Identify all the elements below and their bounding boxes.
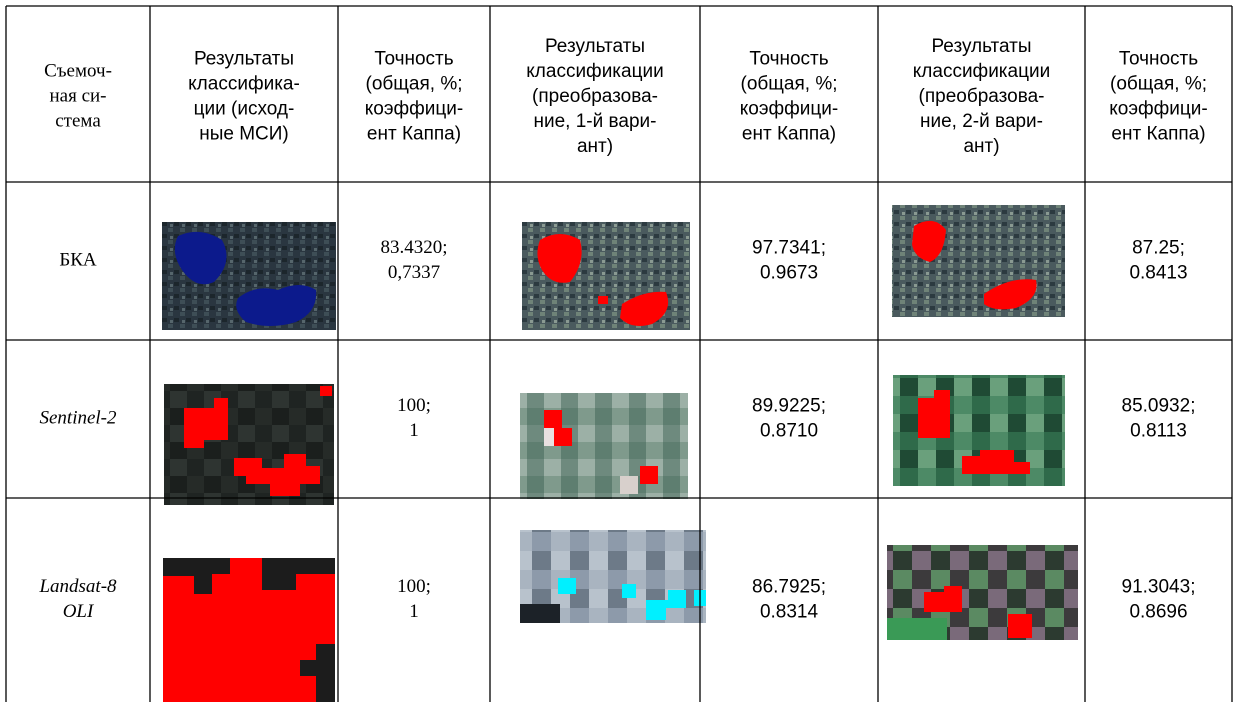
image-sentinel-original (164, 384, 334, 505)
header-cell-line: ант) (963, 136, 999, 157)
header-cell-line: (общая, %; (1110, 74, 1207, 95)
accuracy-value: 0.9673 (760, 263, 818, 284)
header-cell-line: ент Каппа) (367, 124, 461, 145)
image-bka-variant-2 (892, 205, 1065, 317)
header-cell-line: коэффици- (740, 99, 839, 120)
header-cell-line: ние, 2-й вари- (920, 111, 1043, 132)
image-landsat-original (163, 558, 335, 702)
accuracy-value: 100; (397, 395, 431, 416)
header-cell-line: стема (55, 110, 101, 131)
header-cell-line: ент Каппа) (742, 124, 836, 145)
header-cell-line: ная си- (49, 85, 106, 106)
image-landsat-variant-2 (887, 545, 1078, 640)
accuracy-value: 0.8113 (1130, 421, 1187, 442)
header-cell-line: Результаты (931, 36, 1031, 57)
header-cell-line: Точность (374, 49, 453, 70)
accuracy-value: 1 (409, 601, 419, 622)
image-sentinel-variant-2 (893, 375, 1065, 486)
header-cell-line: (преобразова- (532, 86, 658, 107)
table-grid (5, 5, 1233, 702)
header-cell-line: ные МСИ) (199, 124, 289, 145)
accuracy-value: 0.8413 (1129, 263, 1187, 284)
image-bka-variant-1 (522, 222, 690, 330)
accuracy-value: 89.9225; (752, 396, 826, 417)
header-cell-line: (общая, %; (366, 74, 463, 95)
accuracy-value: 86.7925; (752, 577, 826, 598)
accuracy-value: 97.7341; (752, 238, 826, 259)
system-name: OLI (63, 601, 95, 622)
accuracy-value: 87.25; (1132, 238, 1185, 259)
header-cell-line: ние, 1-й вари- (534, 111, 657, 132)
header-cell-line: ции (исход- (194, 99, 295, 120)
accuracy-value: 0.8710 (760, 421, 818, 442)
header-cell-line: ант) (577, 136, 613, 157)
header-cell-line: классификации (913, 61, 1050, 82)
header-cell-line: коэффици- (365, 99, 464, 120)
accuracy-value: 0.8314 (760, 602, 819, 623)
image-landsat-variant-1 (520, 530, 706, 623)
accuracy-value: 1 (409, 420, 419, 441)
system-name: БКА (59, 249, 97, 270)
header-cell-line: (преобразова- (919, 86, 1045, 107)
system-name: Landsat-8 (38, 576, 117, 597)
accuracy-value: 100; (397, 576, 431, 597)
header-cell-line: классифика- (188, 74, 300, 95)
accuracy-value: 0.8696 (1129, 602, 1187, 623)
header-cell-line: (общая, %; (741, 74, 838, 95)
system-name: Sentinel-2 (39, 407, 117, 428)
header-cell-line: классификации (526, 61, 663, 82)
accuracy-value: 83.4320; (380, 237, 447, 258)
header-cell-line: Съемоч- (44, 60, 112, 81)
table-text: Съемоч-ная си-стема Результаты классифика-… (38, 36, 1207, 623)
accuracy-value: 0,7337 (388, 262, 440, 283)
header-cell-line: коэффици- (1109, 99, 1208, 120)
header-cell-line: Результаты (194, 49, 294, 70)
header-cell-line: Точность (1119, 49, 1198, 70)
header-cell-line: ент Каппа) (1111, 124, 1205, 145)
image-bka-original (162, 222, 336, 330)
header-cell-line: Результаты (545, 36, 645, 57)
header-cell-line: Точность (749, 49, 828, 70)
accuracy-value: 85.0932; (1122, 396, 1196, 417)
image-sentinel-variant-1 (520, 393, 688, 499)
accuracy-value: 91.3043; (1122, 577, 1196, 598)
